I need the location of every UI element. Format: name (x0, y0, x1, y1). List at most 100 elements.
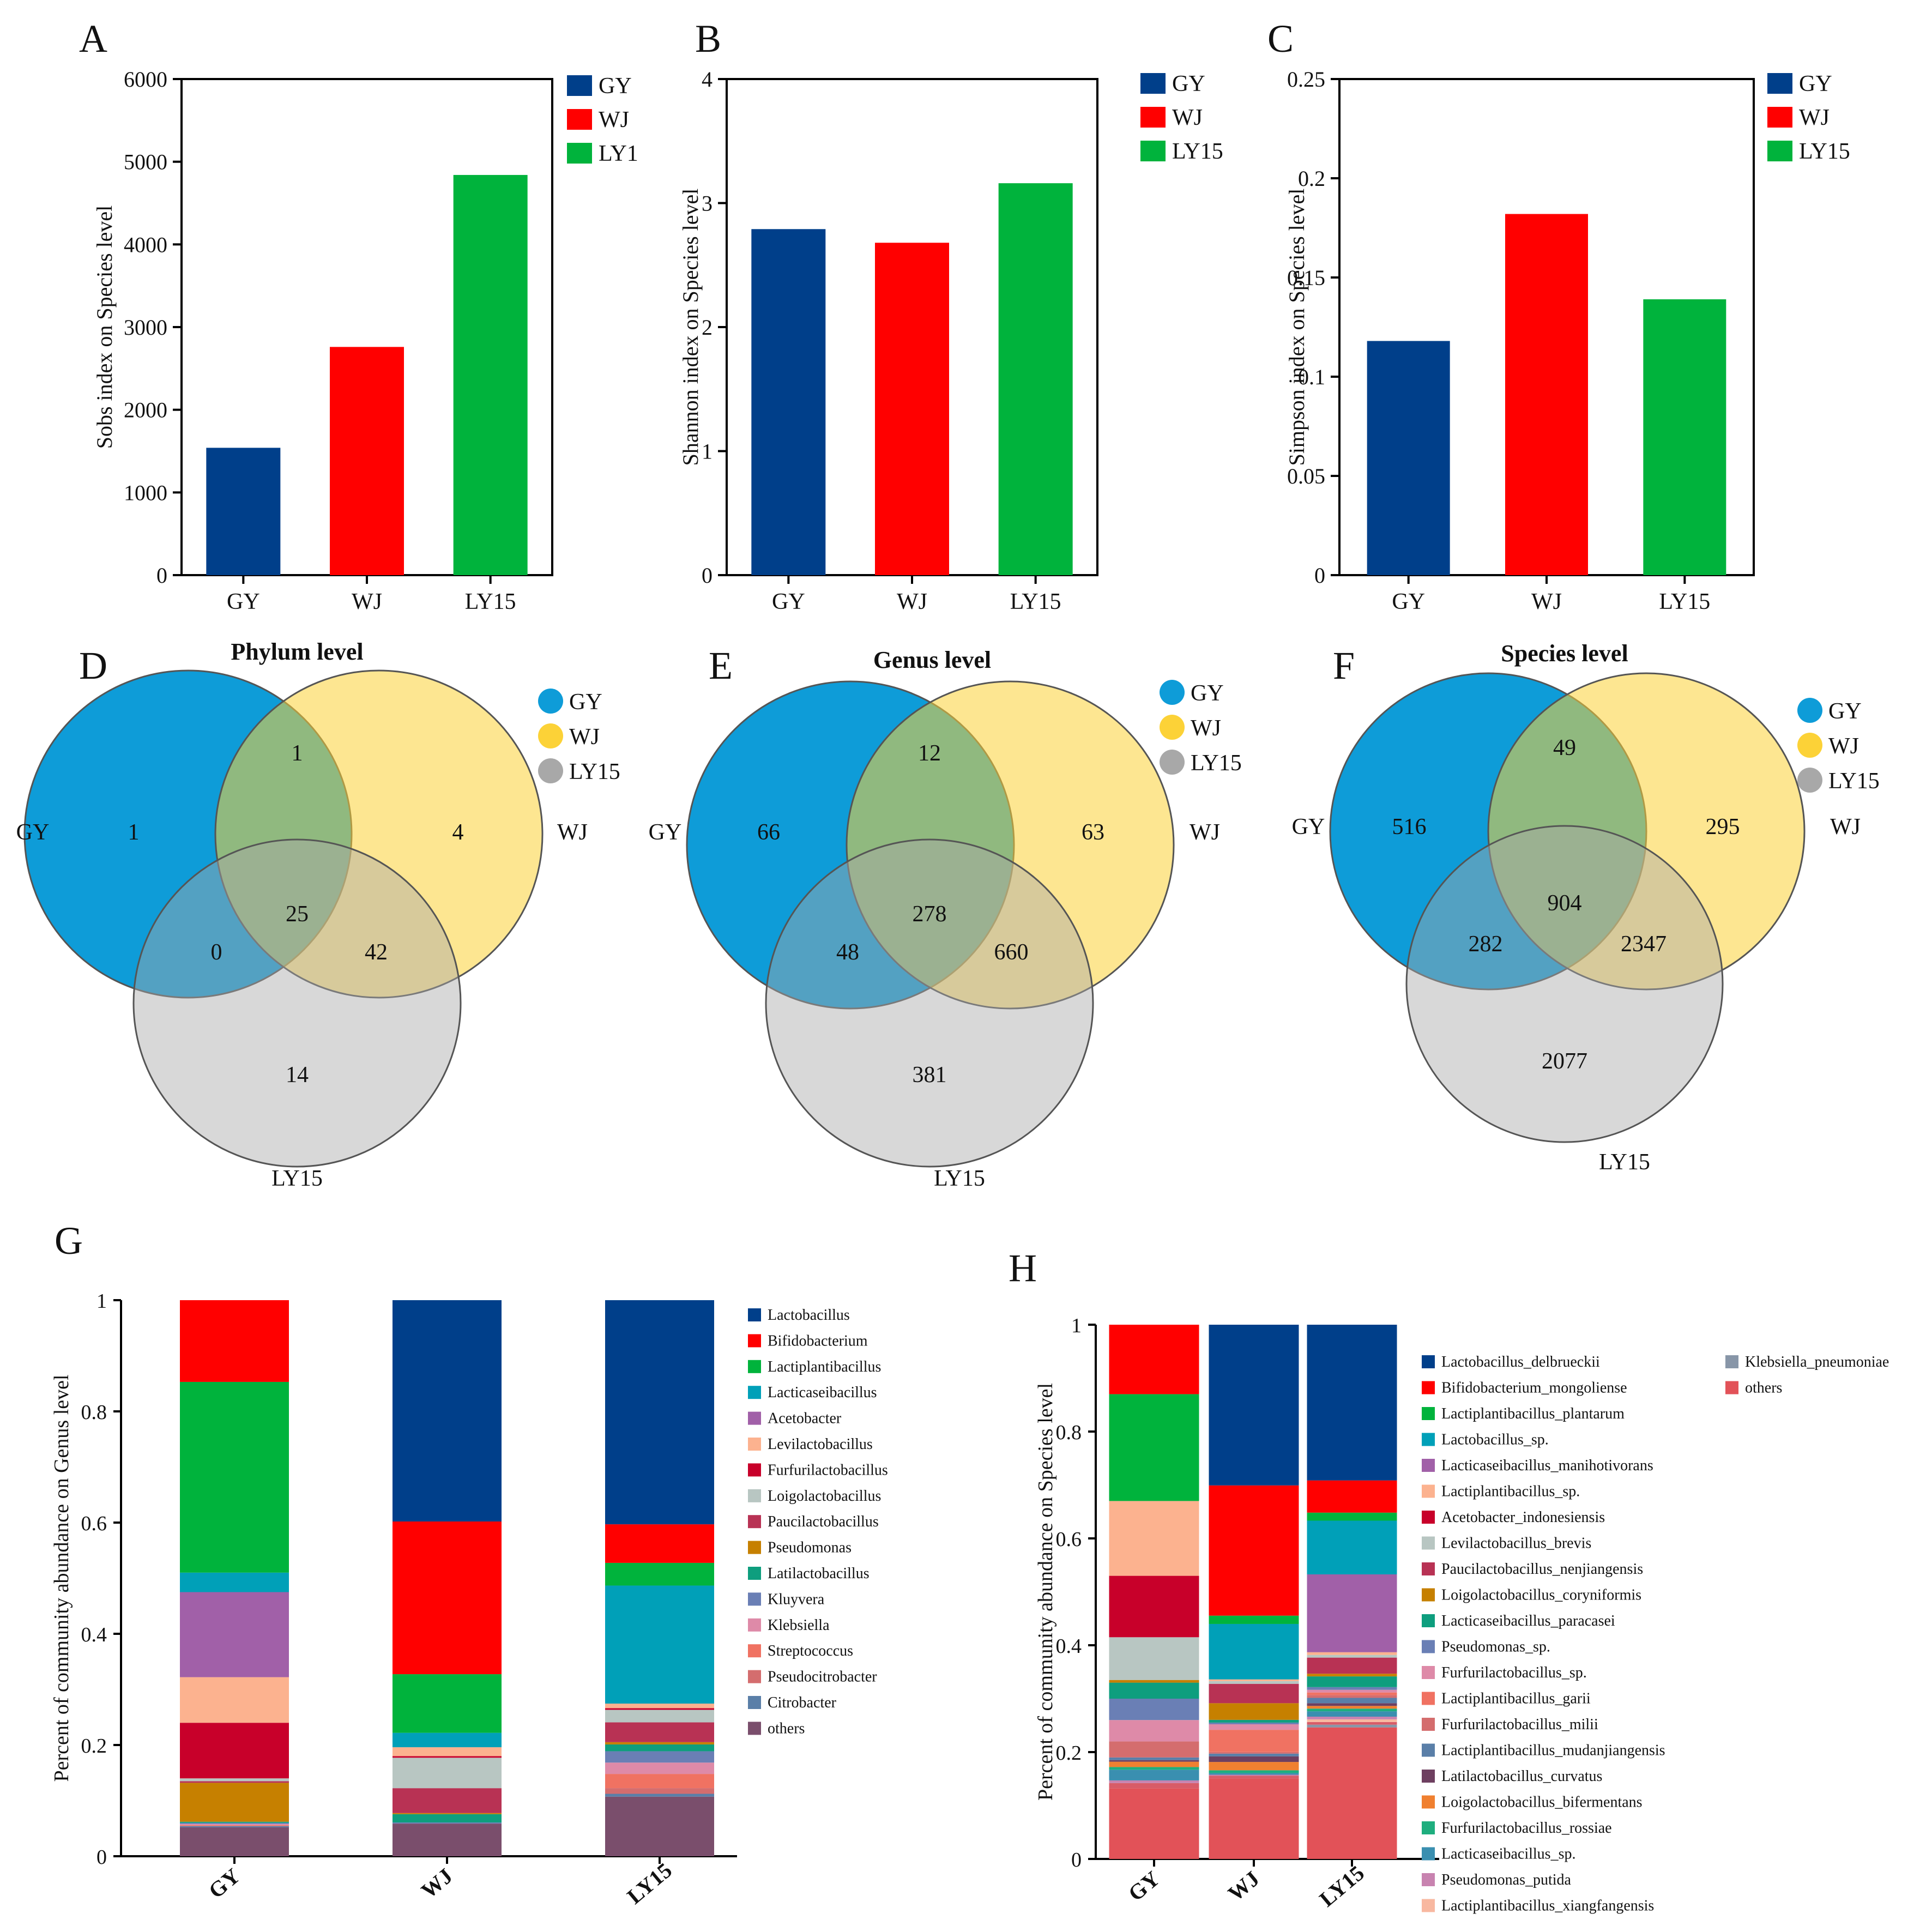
legend-label-Lactiplantibacillus: Lactiplantibacillus (768, 1359, 881, 1375)
x-tick-label-WJ: WJ (897, 589, 927, 614)
x-tick-label-GY: GY (1392, 589, 1425, 614)
stack-segment-WJ (1209, 1623, 1299, 1680)
legend-label-Pseudomonas_putida: Pseudomonas_putida (1441, 1871, 1572, 1888)
legend-label-others: others (768, 1720, 805, 1737)
legend-label-Lactiplantibacillus_sp.: Lactiplantibacillus_sp. (1441, 1483, 1580, 1500)
legend-swatch (748, 1644, 761, 1658)
y-tick-label: 1000 (124, 480, 167, 505)
y-tick-label: 1 (96, 1290, 107, 1313)
legend-swatch (1422, 1718, 1435, 1731)
legend-label-GY: GY (1799, 71, 1832, 96)
venn-count-GY_LY15: 48 (836, 940, 859, 965)
legend-label-Lactobacillus: Lactobacillus (768, 1307, 850, 1324)
stack-segment-GY (1109, 1699, 1199, 1720)
legend-swatch (1140, 107, 1166, 128)
legend-swatch (748, 1308, 761, 1321)
legend-swatch (748, 1567, 761, 1580)
stack-segment-WJ (1209, 1773, 1299, 1775)
stack-segment-LY15 (605, 1722, 714, 1742)
x-tick-label-GY: GY (227, 589, 260, 614)
x-tick-label-LY15: LY15 (1010, 589, 1061, 614)
x-tick-label-GY: GY (204, 1863, 245, 1903)
venn-title: Genus level (873, 647, 991, 673)
legend-label-Pseudomonas_sp.: Pseudomonas_sp. (1441, 1639, 1550, 1656)
venn-circle-WJ (1487, 672, 1806, 991)
y-axis-label: Shannon index on Species level (678, 189, 703, 466)
stack-segment-WJ (1209, 1730, 1299, 1752)
y-tick-label: 5000 (124, 150, 167, 174)
y-tick-label: 3000 (124, 315, 167, 340)
venn-legend-dot (1797, 698, 1822, 723)
legend-swatch (567, 75, 592, 96)
stack-segment-WJ (393, 1300, 502, 1521)
stack-segment-WJ (393, 1813, 502, 1814)
y-tick-label: 1 (1071, 1314, 1082, 1337)
y-axis-label: Sobs index on Species level (92, 206, 117, 449)
venn-legend-label-LY15: LY15 (1191, 751, 1242, 776)
legend-label-Lactobacillus_sp.: Lactobacillus_sp. (1441, 1432, 1549, 1448)
venn-count-WJ_LY15: 42 (365, 940, 388, 965)
legend-swatch (748, 1360, 761, 1373)
stack-segment-GY (180, 1778, 289, 1782)
stack-segment-LY15 (1307, 1698, 1397, 1704)
legend-swatch (1422, 1355, 1435, 1368)
venn-set-label-WJ: WJ (557, 820, 588, 845)
stack-segment-LY15 (605, 1742, 714, 1744)
venn-circle-WJ (214, 669, 544, 999)
panel-label-A: A (79, 17, 107, 61)
x-tick-label-WJ: WJ (1223, 1866, 1264, 1906)
stack-segment-LY15 (1307, 1703, 1397, 1706)
y-axis-label: Simpson index on Species level (1284, 189, 1309, 466)
panel-label-G: G (55, 1219, 83, 1263)
venn-legend-dot (1160, 750, 1185, 775)
stack-segment-WJ (1209, 1703, 1299, 1720)
legend-swatch (748, 1411, 761, 1425)
legend-swatch (748, 1489, 761, 1502)
venn-count-GY_WJ: 12 (918, 741, 941, 766)
stack-segment-GY (1109, 1575, 1199, 1638)
legend-swatch (1140, 73, 1166, 94)
venn-circle-LY15 (765, 838, 1094, 1168)
stack-segment-LY15 (1307, 1722, 1397, 1725)
legend-label-GY: GY (599, 74, 632, 99)
legend-swatch (567, 143, 592, 164)
bar-WJ (1505, 214, 1588, 575)
legend-label-Paucilactobacillus: Paucilactobacillus (768, 1513, 879, 1530)
legend-label-WJ: WJ (1172, 105, 1203, 130)
stack-segment-GY (180, 1827, 289, 1856)
stack-segment-GY (180, 1781, 289, 1783)
stack-segment-GY (1109, 1501, 1199, 1576)
stack-segment-WJ (393, 1756, 502, 1758)
legend-swatch (748, 1463, 761, 1477)
venn-legend-label-GY: GY (1828, 699, 1862, 724)
stack-segment-LY15 (1307, 1724, 1397, 1728)
stack-segment-LY15 (1307, 1652, 1397, 1655)
legend-label-WJ: WJ (599, 107, 629, 132)
venn-set-label-WJ: WJ (1190, 820, 1220, 845)
legend-swatch (748, 1386, 761, 1399)
stack-segment-GY (1109, 1741, 1199, 1758)
legend-swatch (1767, 73, 1792, 94)
chart-panel-A: 0 1000 2000 3000 4000 5000 6000 Sobs index on S… (92, 67, 638, 614)
stack-segment-GY (180, 1300, 289, 1382)
bar-LY15 (998, 183, 1073, 576)
venn-count-WJ_LY15: 660 (994, 940, 1029, 965)
stack-segment-LY15 (1307, 1687, 1397, 1690)
x-tick-label-LY15: LY15 (1659, 589, 1710, 614)
venn-title: Species level (1501, 640, 1628, 667)
venn-count-GY_only: 1 (128, 820, 140, 845)
legend-swatch (1725, 1355, 1738, 1368)
legend-swatch (1422, 1562, 1435, 1575)
venn-legend-label-WJ: WJ (1191, 716, 1221, 741)
y-tick-label: 0.4 (1056, 1635, 1082, 1658)
stack-segment-GY (180, 1783, 289, 1822)
legend-label-Lactiplantibacillus_mudanjiangensis: Lactiplantibacillus_mudanjiangensis (1441, 1742, 1665, 1759)
stack-segment-LY15 (605, 1794, 714, 1797)
legend-swatch (1767, 141, 1792, 161)
x-tick-label-WJ: WJ (416, 1863, 457, 1903)
legend-label-Furfurilactobacillus_milii: Furfurilactobacillus_milii (1441, 1716, 1598, 1733)
chart-panel-G: 0 0.2 0.4 0.6 0.8 1 Percent of community abund… (50, 1290, 888, 1909)
stack-segment-LY15 (605, 1751, 714, 1763)
stack-segment-WJ (1209, 1774, 1299, 1776)
